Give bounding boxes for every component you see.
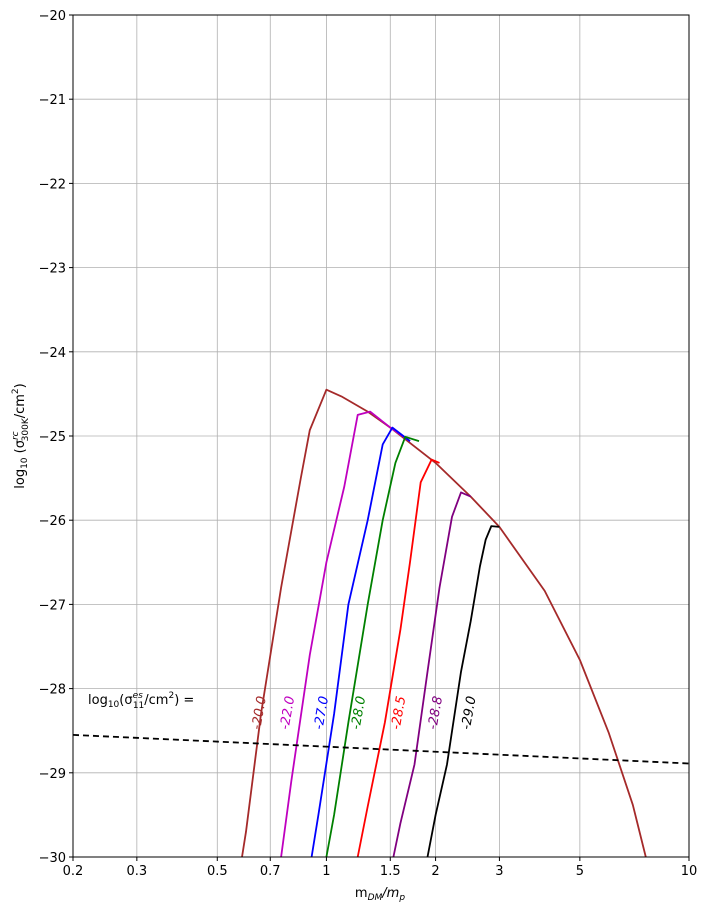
series-label: -28.8 [425, 695, 446, 731]
x-axis-label-tail-sub: p [398, 893, 405, 903]
series-line [325, 435, 420, 858]
x-tick-label: 3 [495, 864, 503, 879]
annotation-prefix-sub: 10 [108, 700, 120, 710]
x-axis-label-main: m [355, 886, 368, 901]
y-axis-label: log10 (σrc300K/cm2) [11, 383, 31, 489]
series-line [280, 410, 411, 858]
threshold-dashed-line [72, 734, 690, 765]
y-tick-label: −23 [39, 262, 66, 277]
series-layer [72, 388, 690, 858]
annotation-tail-sup: 2 [168, 691, 174, 701]
y-tick-label: −20 [39, 9, 66, 24]
y-axis-label-tail-sup: 2 [11, 388, 21, 394]
y-tick-label: −30 [39, 851, 66, 866]
y-axis-label-prefix: log [13, 469, 28, 489]
annotation-sup: es [133, 691, 144, 701]
y-tick-label: −27 [39, 598, 66, 613]
series-line [310, 426, 411, 858]
y-axis-label-close: ) [13, 383, 28, 388]
x-axis-label-sub: DM [368, 893, 383, 903]
annotation-sub: 11 [133, 701, 144, 711]
x-tick-label: 10 [681, 864, 698, 879]
x-tick-label: 1.5 [380, 864, 401, 879]
annotation-prefix: log [88, 693, 108, 708]
y-tick-label: −29 [39, 767, 66, 782]
x-tick-label: 0.2 [63, 864, 84, 879]
series-labels: -20.0 -22.0 -27.0 -28.0 -28.5 -28.8 -29.0 [249, 695, 479, 731]
series-line [392, 491, 472, 858]
y-axis-label-tail: /cm [13, 394, 28, 418]
grid [72, 14, 690, 858]
x-tick-label: 5 [576, 864, 584, 879]
y-tick-label: −26 [39, 514, 66, 529]
y-tick-label: −21 [39, 93, 66, 108]
annotation-close: ) = [174, 693, 194, 708]
annotation-open: (σ [119, 693, 132, 708]
series-label: -27.0 [312, 695, 333, 731]
series-line [241, 388, 647, 858]
x-tick-label: 0.3 [127, 864, 148, 879]
y-tick-label: −28 [39, 683, 66, 698]
y-axis-label-open: (σ [13, 440, 28, 457]
y-axis-label-sup: rc [11, 431, 21, 440]
series-label: -29.0 [459, 695, 480, 731]
y-axis-ticks: −20 −21 −22 −23 −24 −25 −26 −27 −28 −29 −30 [39, 9, 73, 866]
x-tick-label: 0.5 [207, 864, 228, 879]
x-tick-label: 0.7 [260, 864, 281, 879]
x-tick-label: 2 [431, 864, 439, 879]
annotation-tail: /cm [144, 693, 168, 708]
series-line [356, 458, 440, 858]
x-tick-label: 1 [322, 864, 330, 879]
y-axis-label-sub: 300K [21, 417, 31, 441]
sigma-es-annotation: log10(σes 11/cm2) = [88, 691, 194, 711]
y-tick-label: −25 [39, 430, 66, 445]
y-tick-label: −24 [39, 346, 66, 361]
series-label: -28.0 [349, 695, 370, 731]
x-axis-ticks: 0.2 0.3 0.5 0.7 1 1.5 2 3 5 10 [63, 857, 698, 879]
series-label: -20.0 [249, 695, 270, 731]
x-axis-label: mDM/mp [355, 886, 405, 903]
y-axis-label-prefix-sub: 10 [20, 457, 30, 469]
series-label: -22.0 [278, 695, 299, 731]
series-line [426, 525, 500, 858]
y-tick-label: −22 [39, 177, 66, 192]
x-axis-label-tail: /m [381, 886, 399, 901]
series-label: -28.5 [389, 695, 410, 731]
